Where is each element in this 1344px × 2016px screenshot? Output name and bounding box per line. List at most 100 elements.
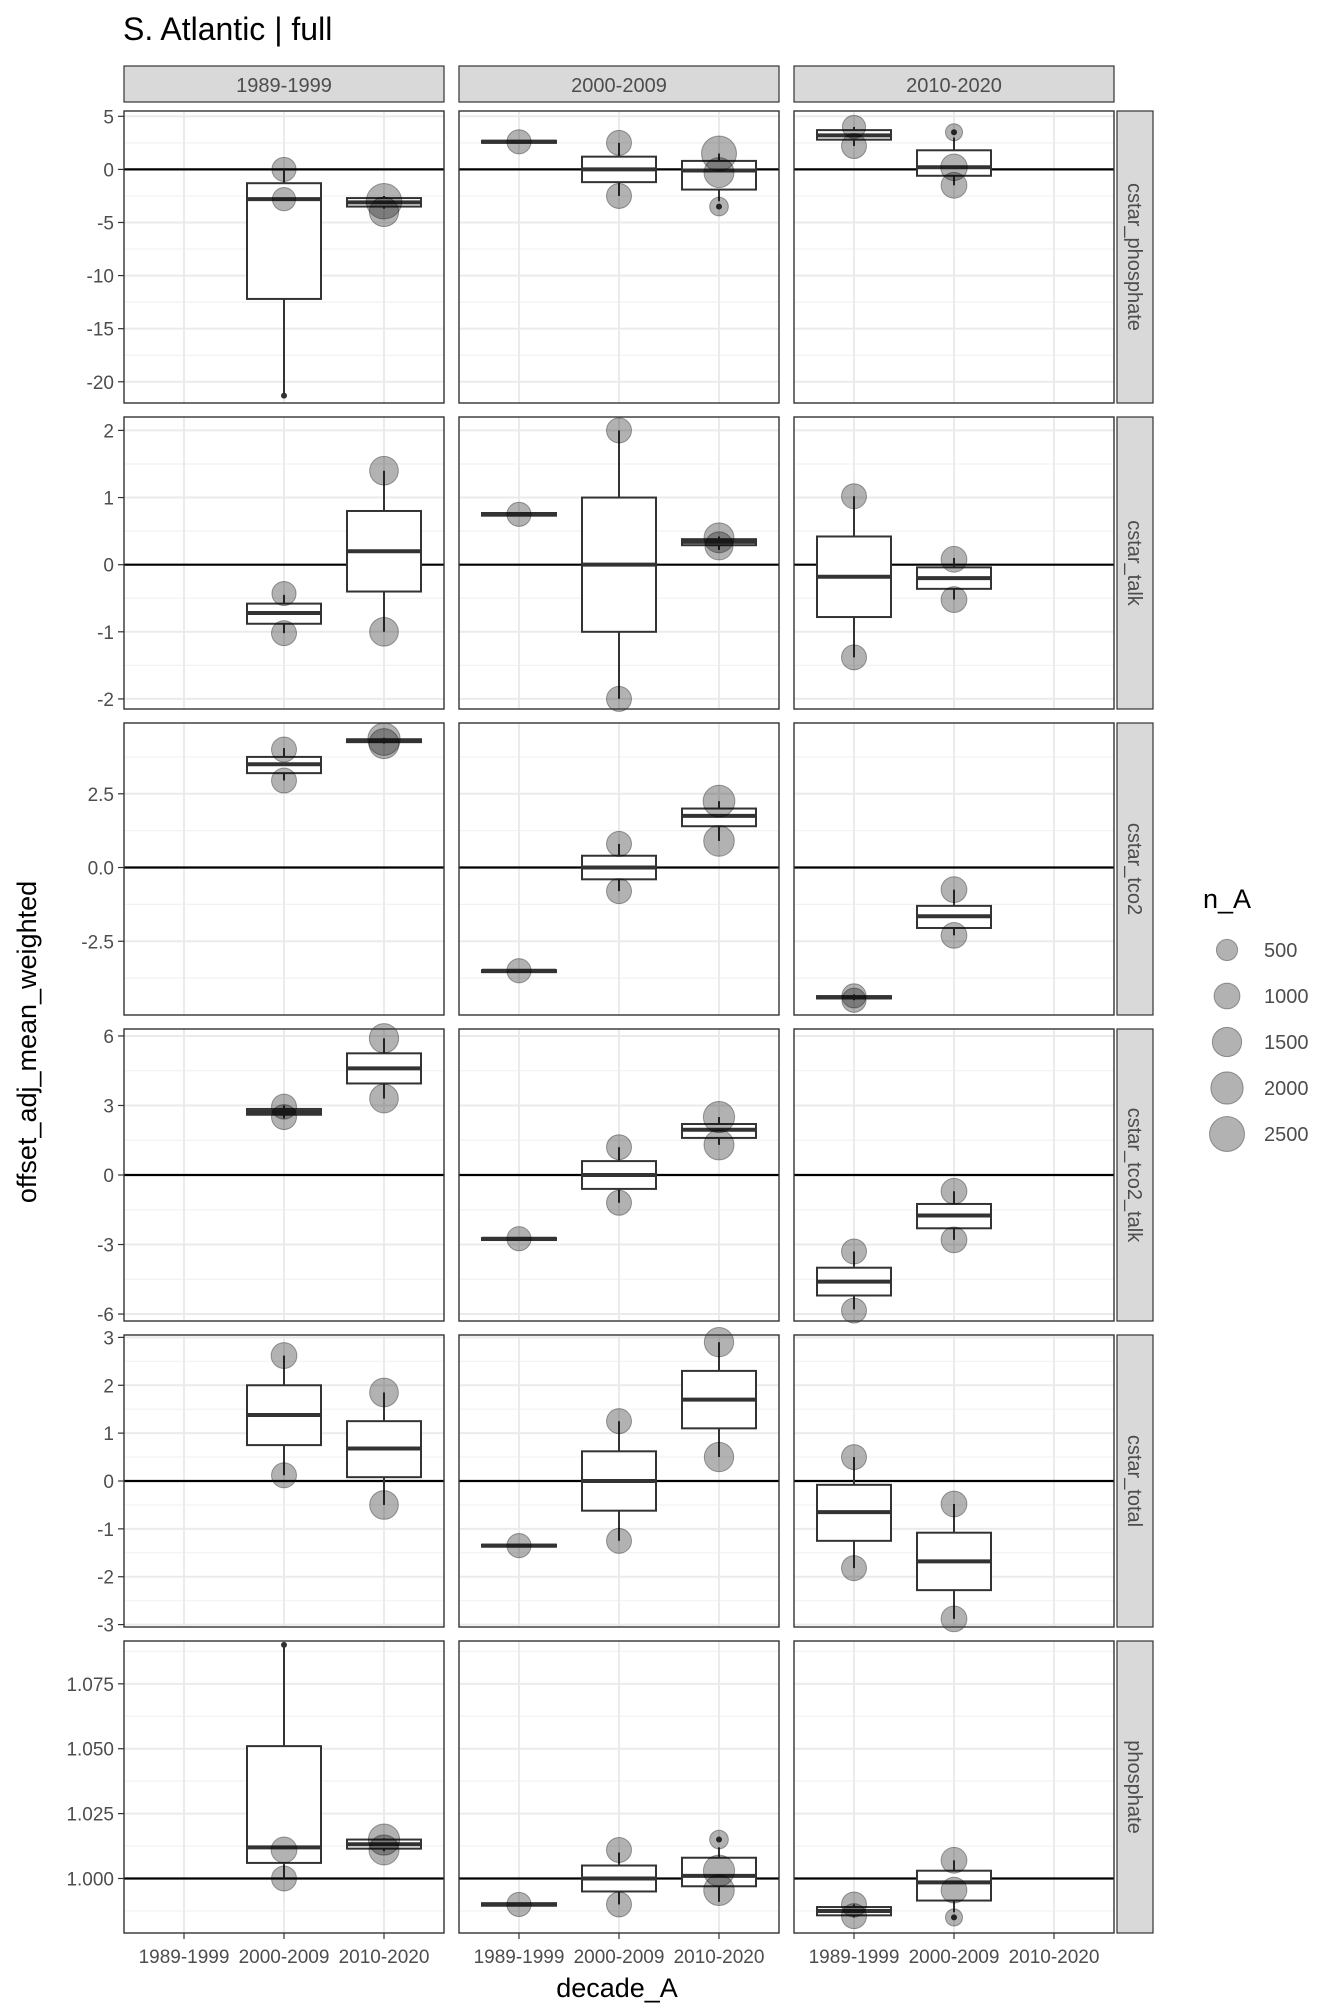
data-point [271, 156, 297, 182]
y-tick-label: 1.025 [66, 1805, 114, 1826]
y-tick-label: -10 [87, 267, 114, 288]
data-point [703, 522, 735, 554]
x-tick-label: 1989-1999 [139, 1947, 230, 1968]
facet-panel [123, 110, 445, 404]
data-point [506, 958, 532, 984]
data-point [369, 616, 399, 647]
data-point [703, 825, 735, 857]
facet-panel [793, 110, 1115, 404]
data-point [369, 1377, 399, 1408]
column-strip-label: 2010-2020 [906, 75, 1002, 97]
column-strip [123, 65, 445, 103]
data-point [940, 1177, 968, 1205]
data-point [506, 1533, 532, 1559]
x-tick-label: 1989-1999 [474, 1947, 565, 1968]
panel-border [458, 416, 780, 710]
x-tick-label: 2010-2020 [1009, 1947, 1100, 1968]
data-point [506, 1891, 532, 1918]
data-point [841, 1238, 867, 1265]
y-tick-label: 1.075 [66, 1675, 114, 1696]
box-outlier [716, 1836, 722, 1843]
data-point [606, 129, 632, 156]
data-point [606, 1134, 632, 1161]
data-point [940, 545, 968, 573]
row-strip [1116, 1640, 1154, 1934]
panel-border [458, 110, 780, 404]
legend-title: n_A [1203, 884, 1251, 914]
data-point [271, 767, 297, 794]
row-strip [1116, 110, 1154, 404]
column-strip-label: 2000-2009 [571, 75, 667, 97]
data-point [841, 1555, 867, 1582]
facet-panel [458, 110, 780, 404]
y-tick-label: 1 [103, 1424, 114, 1445]
y-tick-label: -1 [97, 623, 114, 644]
box-body [681, 1856, 757, 1888]
panel-border [123, 1028, 445, 1322]
panel-border [793, 416, 1115, 710]
data-point [271, 620, 297, 647]
data-point [709, 1829, 729, 1850]
data-point [369, 455, 399, 486]
data-point [606, 1836, 632, 1863]
legend-label: 1000 [1264, 986, 1309, 1008]
legend-key [1210, 1071, 1244, 1105]
facet-panel [793, 1640, 1115, 1934]
row-strip [1116, 1028, 1154, 1322]
data-point [606, 1408, 632, 1435]
panel-border [793, 1028, 1115, 1322]
box-outlier [951, 1914, 957, 1921]
data-point [606, 417, 632, 444]
y-tick-label: 0.0 [88, 859, 114, 880]
y-tick-label: -15 [87, 320, 114, 341]
y-tick-label: -2.5 [81, 932, 114, 953]
box-outlier [716, 203, 722, 210]
facet-grid: 1989-1999 2000-2009 2010-2020 cstar_phospha… [66, 65, 1154, 1968]
data-point [940, 1226, 968, 1254]
y-tick-label: 0 [103, 556, 114, 577]
facet-panel [458, 1326, 780, 1628]
data-point [367, 1823, 401, 1856]
data-point [606, 1891, 632, 1918]
y-tick-label: 6 [103, 1027, 114, 1048]
data-point [271, 580, 297, 607]
data-point [606, 1527, 632, 1554]
facet-panel [458, 416, 780, 712]
data-point [271, 1104, 297, 1131]
data-point [841, 1891, 867, 1918]
data-point [606, 830, 632, 857]
data-point [368, 196, 400, 228]
facet-panel [123, 1640, 445, 1934]
data-point [841, 983, 867, 1009]
legend-label: 500 [1264, 940, 1297, 962]
legend: n_A 500 1000 1500 2000 2500 [1203, 884, 1309, 1152]
data-point [271, 1865, 297, 1892]
facet-panel [458, 722, 780, 1016]
data-point [271, 1462, 297, 1489]
panel-border [123, 1334, 445, 1628]
facet-panel [123, 722, 445, 1016]
legend-key [1215, 938, 1239, 962]
legend-label: 1500 [1264, 1032, 1309, 1054]
data-point [368, 1023, 400, 1054]
data-point [841, 644, 867, 671]
panel-border [793, 722, 1115, 1016]
y-tick-label: 1.050 [66, 1740, 114, 1761]
data-point [940, 1876, 968, 1904]
x-tick-label: 2010-2020 [674, 1947, 765, 1968]
y-axis-title: offset_adj_mean_weighted [12, 881, 42, 1203]
row-strip-label: cstar_phosphate [1123, 183, 1145, 331]
facet-panel [793, 416, 1115, 710]
row-strip-label: cstar_tco2_talk [1123, 1108, 1145, 1244]
data-point [704, 531, 734, 561]
data-point [940, 1605, 968, 1633]
row-strip-label: phosphate [1123, 1740, 1145, 1833]
y-tick-label: 0 [103, 1472, 114, 1493]
y-tick-label: -1 [97, 1520, 114, 1541]
y-tick-label: -20 [87, 373, 114, 394]
data-point [606, 1189, 632, 1216]
data-point [368, 1834, 400, 1866]
facet-panel [123, 416, 445, 710]
data-point [940, 171, 968, 199]
